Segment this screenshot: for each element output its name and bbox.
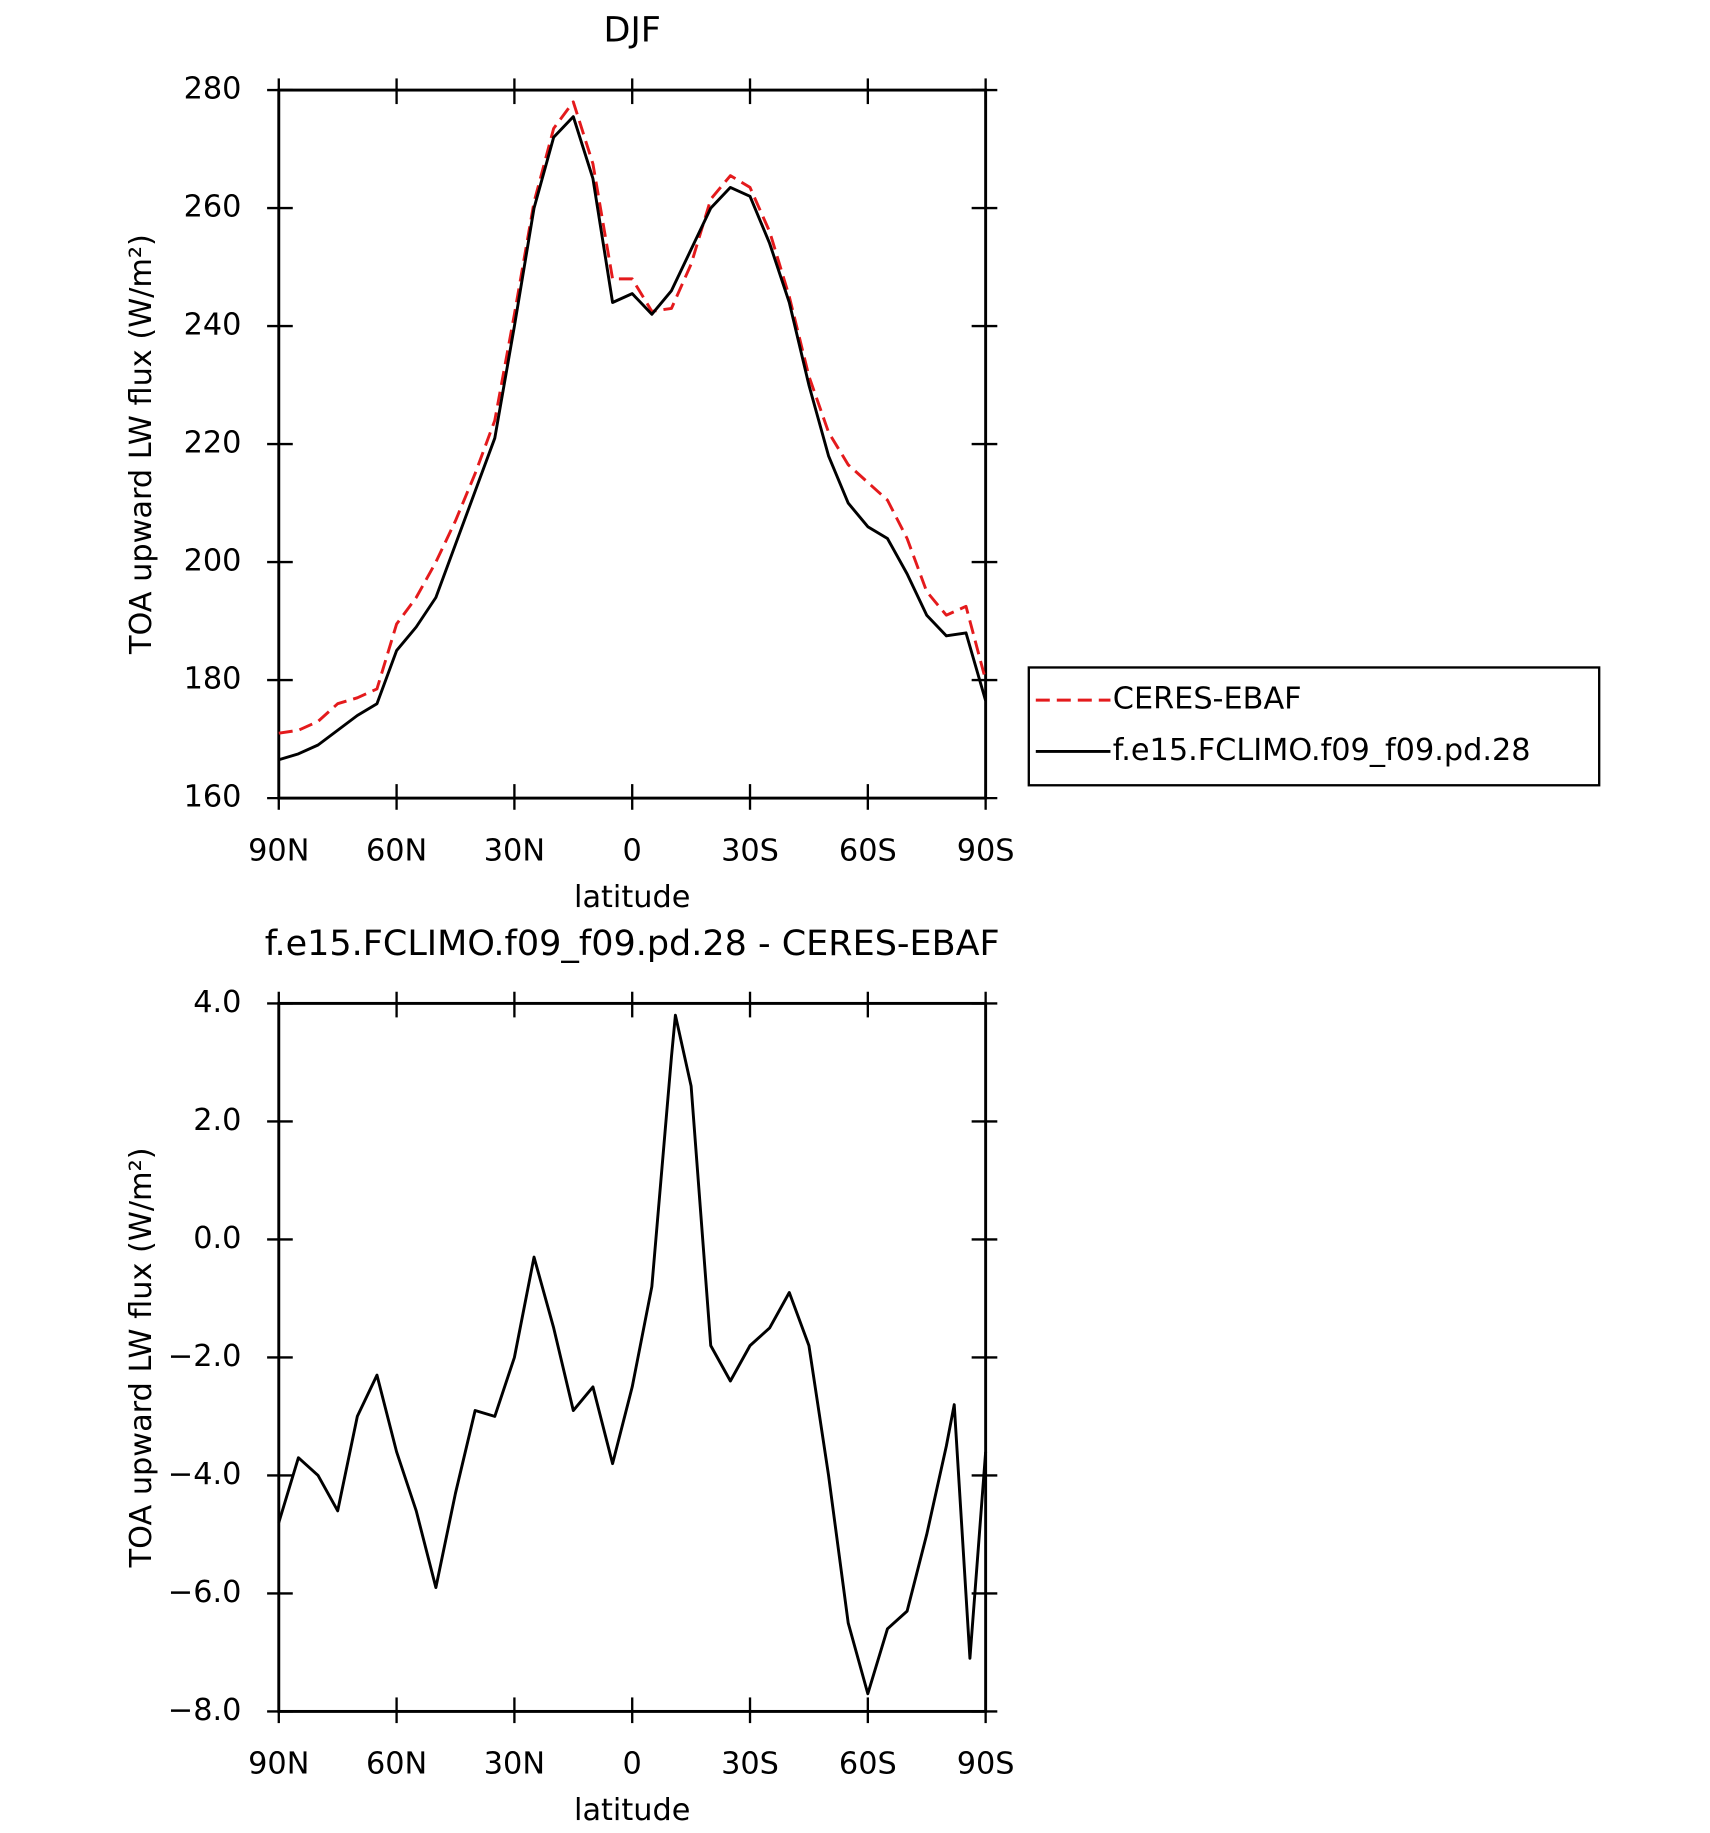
x-tick-label: 90S [957, 1747, 1015, 1782]
x-tick-label: 30N [484, 1747, 545, 1782]
y-axis-label: TOA upward LW flux (W/m²) [124, 1147, 159, 1568]
x-tick-label: 0 [623, 1747, 642, 1782]
y-tick-label: −8.0 [168, 1693, 242, 1728]
chart-title: f.e15.FCLIMO.f09_f09.pd.28 - CERES-EBAF [265, 924, 1000, 964]
y-tick-label: 220 [184, 426, 242, 461]
x-tick-label: 60S [839, 1747, 897, 1782]
y-tick-label: −4.0 [168, 1457, 242, 1492]
x-tick-label: 90N [248, 1747, 309, 1782]
y-tick-label: 200 [184, 544, 242, 579]
y-tick-label: 2.0 [193, 1103, 241, 1138]
panel: DJF 160 180 200 220 240 260 280 90N 60N 30N 0 30S 60S… [124, 11, 1601, 915]
x-tick-label: 30S [721, 1747, 779, 1782]
y-tick-label: −2.0 [168, 1339, 242, 1374]
legend-label: f.e15.FCLIMO.f09_f09.pd.28 [1113, 733, 1531, 768]
x-tick-label: 60N [366, 1747, 427, 1782]
y-tick-label: 4.0 [193, 985, 241, 1020]
y-tick-label: 280 [184, 72, 242, 107]
panel: f.e15.FCLIMO.f09_f09.pd.28 - CERES-EBAF −… [124, 924, 1015, 1828]
y-tick-label: 0.0 [193, 1221, 241, 1256]
y-tick-label: 260 [184, 190, 242, 225]
plot-frame [277, 88, 988, 800]
legend-frame [1027, 666, 1601, 787]
x-axis-label: latitude [574, 1793, 690, 1828]
series-line [278, 100, 988, 735]
chart-title: DJF [604, 11, 661, 51]
x-tick-label: 30S [721, 833, 779, 868]
plot-frame [277, 1001, 988, 1713]
x-tick-label: 60S [839, 833, 897, 868]
legend: CERES-EBAF f.e15.FCLIMO.f09_f09.pd.28 [1027, 666, 1601, 787]
x-tick-label: 60N [366, 833, 427, 868]
legend-label: CERES-EBAF [1113, 682, 1302, 717]
x-axis-label: latitude [574, 880, 690, 915]
x-tick-label: 0 [623, 833, 642, 868]
y-tick-label: −6.0 [168, 1575, 242, 1610]
y-tick-label: 180 [184, 662, 242, 697]
y-tick-label: 240 [184, 308, 242, 343]
y-axis-label: TOA upward LW flux (W/m²) [124, 234, 159, 655]
x-tick-label: 30N [484, 833, 545, 868]
series-line [278, 115, 988, 762]
x-tick-label: 90N [248, 833, 309, 868]
series-line [277, 1013, 988, 1696]
x-tick-label: 90S [957, 833, 1015, 868]
y-tick-label: 160 [184, 780, 242, 815]
